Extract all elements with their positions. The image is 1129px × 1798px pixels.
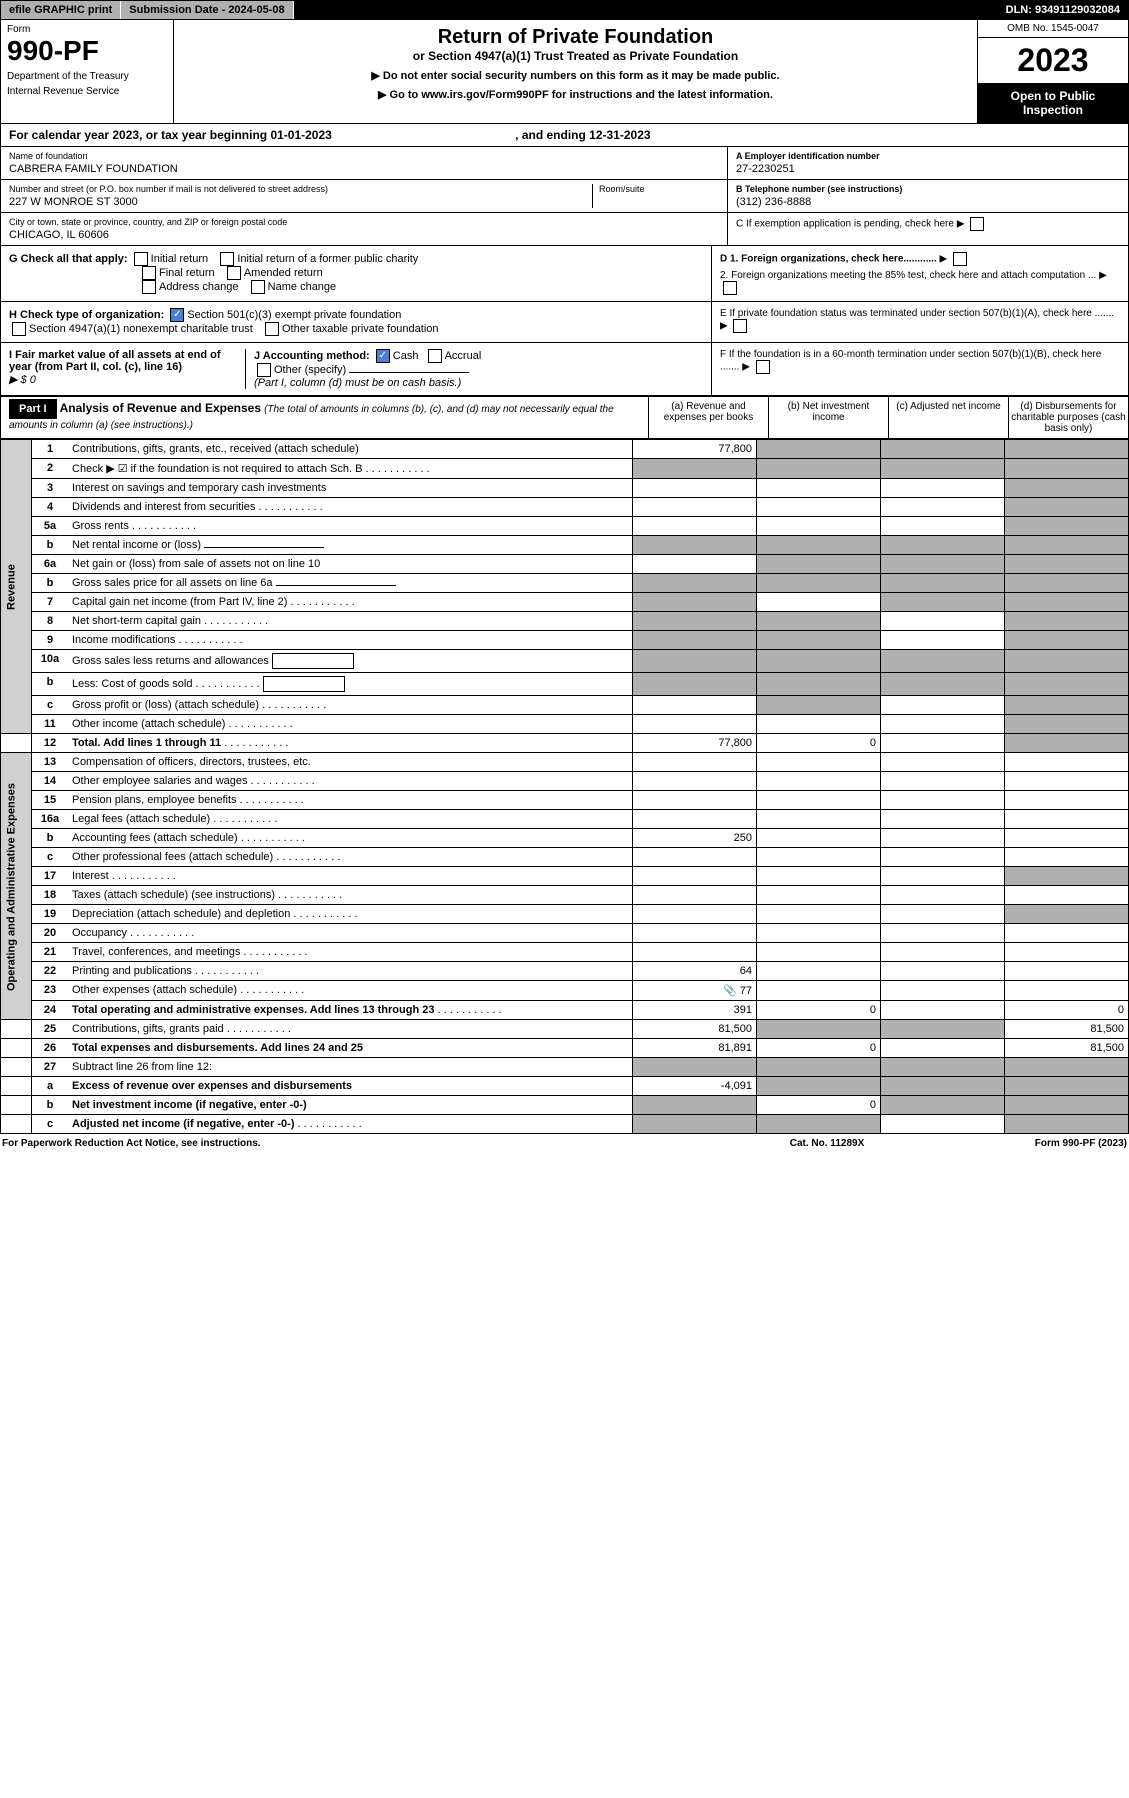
omb-number: OMB No. 1545-0047: [978, 20, 1128, 38]
lines-table: Revenue 1Contributions, gifts, grants, e…: [0, 439, 1129, 1134]
efile-label: efile GRAPHIC print: [1, 1, 121, 19]
d1-checkbox[interactable]: [953, 252, 967, 266]
foundation-name: CABRERA FAMILY FOUNDATION: [9, 163, 719, 175]
ein-value: 27-2230251: [736, 163, 1120, 175]
h-other-taxable-checkbox[interactable]: [265, 322, 279, 336]
form-ref: Form 990-PF (2023): [927, 1138, 1127, 1149]
col-b-header: (b) Net investment income: [768, 397, 888, 438]
name-label: Name of foundation: [9, 151, 719, 161]
c-checkbox[interactable]: [970, 217, 984, 231]
g-amended-return[interactable]: [227, 266, 241, 280]
j-label: J Accounting method:: [254, 350, 370, 362]
addr-label: Number and street (or P.O. box number if…: [9, 184, 592, 194]
col-a-header: (a) Revenue and expenses per books: [648, 397, 768, 438]
ssn-warning: ▶ Do not enter social security numbers o…: [184, 69, 967, 82]
c-exemption-label: C If exemption application is pending, c…: [736, 219, 954, 230]
top-bar: efile GRAPHIC print Submission Date - 20…: [0, 0, 1129, 20]
street-address: 227 W MONROE ST 3000: [9, 196, 592, 208]
g-initial-former[interactable]: [220, 252, 234, 266]
form-header: Form 990-PF Department of the Treasury I…: [0, 20, 1129, 124]
form-title: Return of Private Foundation: [184, 26, 967, 49]
part1-title: Analysis of Revenue and Expenses: [60, 401, 261, 415]
i-value: ▶ $ 0: [9, 374, 36, 386]
j-other-checkbox[interactable]: [257, 363, 271, 377]
part1-badge: Part I: [9, 399, 57, 419]
g-initial-return[interactable]: [134, 252, 148, 266]
i-label: I Fair market value of all assets at end…: [9, 349, 221, 373]
paperwork-notice: For Paperwork Reduction Act Notice, see …: [2, 1138, 727, 1149]
form-number: 990-PF: [7, 35, 167, 67]
cat-no: Cat. No. 11289X: [727, 1138, 927, 1149]
ein-label: A Employer identification number: [736, 151, 1120, 161]
phone-value: (312) 236-8888: [736, 196, 1120, 208]
revenue-sidelabel: Revenue: [1, 440, 32, 734]
entity-block: Name of foundation CABRERA FAMILY FOUNDA…: [0, 147, 1129, 246]
e-checkbox[interactable]: [733, 319, 747, 333]
g-label: G Check all that apply:: [9, 253, 128, 265]
open-inspection: Open to Public Inspection: [978, 83, 1128, 123]
tax-year: 2023: [978, 38, 1128, 83]
e-label: E If private foundation status was termi…: [720, 308, 1114, 319]
calendar-year: For calendar year 2023, or tax year begi…: [0, 124, 1129, 147]
opex-sidelabel: Operating and Administrative Expenses: [1, 753, 32, 1020]
j-accrual-checkbox[interactable]: [428, 349, 442, 363]
h-501c3-checkbox[interactable]: [170, 308, 184, 322]
phone-label: B Telephone number (see instructions): [736, 184, 1120, 194]
form-label: Form: [7, 24, 167, 35]
g-final-return[interactable]: [142, 266, 156, 280]
g-name-change[interactable]: [251, 280, 265, 294]
f-checkbox[interactable]: [756, 360, 770, 374]
row-i-j-f: I Fair market value of all assets at end…: [0, 343, 1129, 396]
city-label: City or town, state or province, country…: [9, 217, 719, 227]
d2-label: 2. Foreign organizations meeting the 85%…: [720, 270, 1096, 281]
h-label: H Check type of organization:: [9, 309, 164, 321]
goto-link[interactable]: ▶ Go to www.irs.gov/Form990PF for instru…: [184, 88, 967, 101]
attachment-icon[interactable]: 📎: [723, 985, 737, 997]
dept-treasury: Department of the Treasury: [7, 71, 167, 82]
g-address-change[interactable]: [142, 280, 156, 294]
row-h-e: H Check type of organization: Section 50…: [0, 302, 1129, 343]
page-footer: For Paperwork Reduction Act Notice, see …: [0, 1134, 1129, 1153]
j-cash-checkbox[interactable]: [376, 349, 390, 363]
col-d-header: (d) Disbursements for charitable purpose…: [1008, 397, 1128, 438]
d2-checkbox[interactable]: [723, 281, 737, 295]
f-label: F If the foundation is in a 60-month ter…: [720, 349, 1101, 373]
irs-label: Internal Revenue Service: [7, 86, 167, 97]
city-state-zip: CHICAGO, IL 60606: [9, 229, 719, 241]
part1-header: Part I Analysis of Revenue and Expenses …: [0, 396, 1129, 439]
h-4947-checkbox[interactable]: [12, 322, 26, 336]
col-c-header: (c) Adjusted net income: [888, 397, 1008, 438]
dln: DLN: 93491129032084: [998, 1, 1128, 19]
row-g-d: G Check all that apply: Initial return I…: [0, 246, 1129, 302]
room-label: Room/suite: [599, 184, 719, 194]
j-note: (Part I, column (d) must be on cash basi…: [254, 377, 461, 389]
form-subtitle: or Section 4947(a)(1) Trust Treated as P…: [184, 49, 967, 63]
submission-date: Submission Date - 2024-05-08: [121, 1, 293, 19]
d1-label: D 1. Foreign organizations, check here..…: [720, 254, 937, 265]
